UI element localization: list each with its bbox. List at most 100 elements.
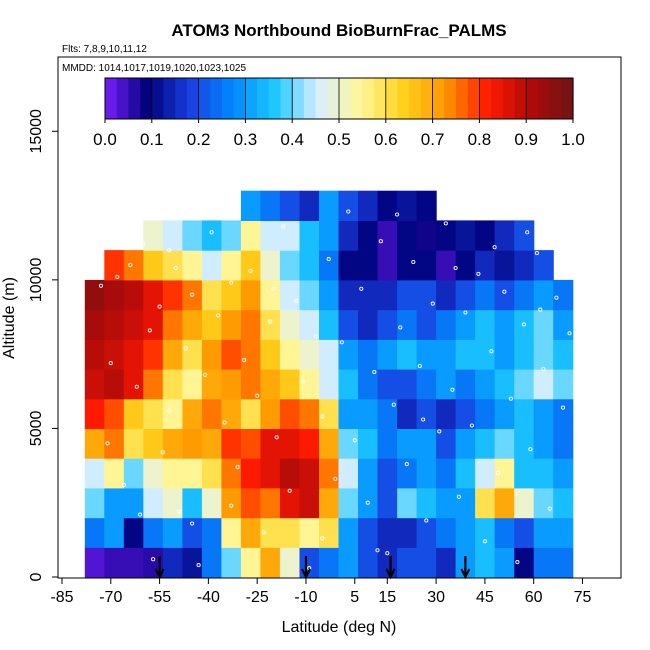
heatmap-cell bbox=[416, 339, 437, 370]
heatmap-cell bbox=[201, 487, 222, 519]
colorbar-segment bbox=[374, 78, 387, 119]
heatmap-cell bbox=[240, 250, 261, 281]
latitude-arrow-head bbox=[385, 568, 396, 580]
sample-point bbox=[287, 488, 292, 493]
colorbar-segment bbox=[491, 78, 504, 119]
heatmap-cell bbox=[358, 487, 379, 519]
heatmap-cell bbox=[240, 309, 261, 340]
heatmap-cell bbox=[143, 339, 164, 370]
heatmap-cell bbox=[338, 250, 359, 281]
x-tick-label: -40 bbox=[197, 589, 220, 606]
x-tick-label: -25 bbox=[246, 589, 269, 606]
heatmap-cell bbox=[475, 339, 496, 370]
heatmap-cell bbox=[514, 428, 535, 459]
heatmap-cell bbox=[455, 458, 476, 489]
heatmap-cell bbox=[240, 398, 261, 429]
heatmap-cell bbox=[377, 339, 398, 370]
heatmap-cell bbox=[123, 458, 144, 489]
heatmap-cell bbox=[338, 279, 359, 311]
heatmap-cell bbox=[104, 279, 125, 311]
heatmap-cell bbox=[416, 398, 437, 429]
heatmap-cell bbox=[299, 547, 320, 578]
heatmap-cell bbox=[279, 458, 300, 489]
sample-point bbox=[235, 465, 240, 470]
sample-point bbox=[404, 462, 409, 467]
sample-point bbox=[281, 224, 286, 229]
heatmap-cell bbox=[143, 398, 164, 429]
sample-point bbox=[138, 512, 143, 517]
sample-point bbox=[248, 268, 253, 273]
colorbar-segment bbox=[561, 78, 574, 119]
heatmap-cell bbox=[143, 220, 164, 251]
heatmap-cell bbox=[319, 279, 340, 311]
heatmap-cell bbox=[279, 487, 300, 519]
colorbar-tick-label: 0.3 bbox=[234, 130, 258, 149]
heatmap-cell bbox=[358, 428, 379, 459]
heatmap-cell bbox=[397, 279, 418, 311]
colorbar-segment bbox=[327, 78, 340, 119]
colorbar-tick-label: 0.2 bbox=[187, 130, 211, 149]
sample-point bbox=[580, 381, 585, 386]
heatmap-cell bbox=[553, 487, 574, 519]
heatmap-cell bbox=[279, 339, 300, 370]
heatmap-cell bbox=[182, 279, 203, 311]
heatmap-cell bbox=[299, 369, 320, 400]
colorbar-segment bbox=[198, 78, 211, 119]
sample-point bbox=[463, 310, 468, 315]
heatmap-cell bbox=[455, 428, 476, 459]
heatmap-cell bbox=[260, 220, 281, 251]
colorbar-tick-label: 1.0 bbox=[561, 130, 585, 149]
sample-point bbox=[209, 230, 214, 235]
heatmap-cell bbox=[162, 369, 183, 400]
heatmap-cell bbox=[279, 517, 300, 548]
sample-point bbox=[515, 560, 520, 565]
heatmap-cell bbox=[221, 369, 242, 400]
heatmap-cell bbox=[104, 398, 125, 429]
heatmap-cell bbox=[514, 398, 535, 429]
colorbar-segment bbox=[151, 78, 165, 119]
colorbar-segment bbox=[186, 78, 200, 119]
heatmap-cell bbox=[514, 309, 535, 340]
sample-point bbox=[203, 372, 208, 377]
sample-point bbox=[147, 328, 152, 333]
heatmap-cell bbox=[299, 339, 320, 370]
sample-point bbox=[424, 518, 429, 523]
heatmap-cell bbox=[494, 547, 515, 578]
sample-point bbox=[160, 450, 165, 455]
colorbar-tick-label: 0.4 bbox=[280, 130, 304, 149]
sample-point bbox=[547, 506, 552, 511]
heatmap-cell bbox=[84, 309, 105, 340]
heatmap-cell bbox=[436, 220, 457, 251]
heatmap-cell bbox=[533, 487, 554, 519]
heatmap-cell bbox=[338, 428, 359, 459]
heatmap-cell bbox=[221, 547, 242, 578]
heatmap-cell bbox=[201, 517, 222, 548]
colorbar-segment bbox=[444, 78, 457, 119]
heatmap-cell bbox=[162, 220, 183, 251]
sample-point bbox=[167, 248, 172, 253]
heatmap-cell bbox=[104, 517, 125, 548]
colorbar-segment bbox=[128, 78, 141, 119]
heatmap-cell bbox=[416, 428, 437, 459]
heatmap-cell bbox=[358, 369, 379, 400]
sample-point bbox=[222, 420, 227, 425]
colorbar-segment bbox=[479, 78, 492, 119]
colorbar-segment bbox=[257, 78, 270, 119]
heatmap-cells bbox=[84, 190, 574, 578]
heatmap-cell bbox=[416, 309, 437, 340]
heatmap-cell bbox=[514, 339, 535, 370]
heatmap-cell bbox=[455, 369, 476, 400]
colorbar-segment bbox=[233, 78, 246, 119]
colorbar-segment bbox=[397, 78, 410, 119]
heatmap-cell bbox=[240, 190, 261, 221]
heatmap-cell bbox=[358, 517, 379, 548]
x-tick-label: 75 bbox=[574, 589, 592, 606]
heatmap-cell bbox=[436, 279, 457, 311]
sample-point bbox=[528, 447, 533, 452]
sample-points bbox=[98, 209, 585, 571]
colorbar-segment bbox=[350, 78, 363, 119]
sample-point bbox=[482, 539, 487, 544]
heatmap-cell bbox=[260, 487, 281, 519]
colorbar-segment bbox=[432, 78, 445, 119]
heatmap-cell bbox=[436, 487, 457, 519]
